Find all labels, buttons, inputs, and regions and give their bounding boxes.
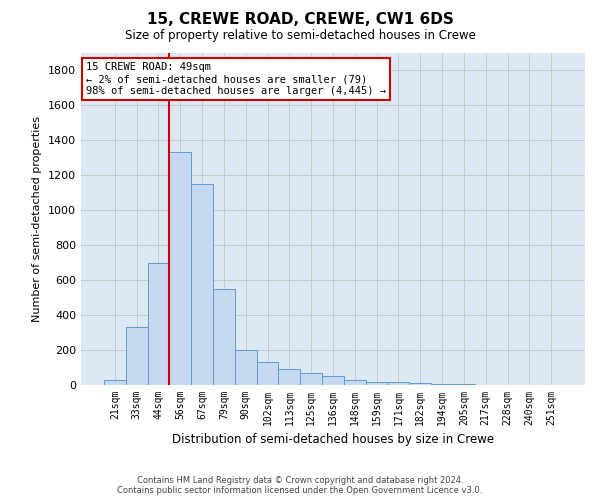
- Bar: [453, 384, 475, 385]
- Bar: [235, 350, 257, 385]
- Bar: [366, 382, 388, 385]
- Text: Size of property relative to semi-detached houses in Crewe: Size of property relative to semi-detach…: [125, 29, 475, 42]
- Bar: [104, 380, 126, 385]
- Bar: [213, 289, 235, 385]
- Text: 15 CREWE ROAD: 49sqm
← 2% of semi-detached houses are smaller (79)
98% of semi-d: 15 CREWE ROAD: 49sqm ← 2% of semi-detach…: [86, 62, 386, 96]
- Bar: [169, 152, 191, 385]
- Bar: [300, 373, 322, 385]
- Bar: [388, 382, 409, 385]
- Text: Contains HM Land Registry data © Crown copyright and database right 2024.
Contai: Contains HM Land Registry data © Crown c…: [118, 476, 482, 495]
- Bar: [148, 262, 169, 385]
- Bar: [126, 328, 148, 385]
- X-axis label: Distribution of semi-detached houses by size in Crewe: Distribution of semi-detached houses by …: [172, 434, 494, 446]
- Bar: [344, 380, 366, 385]
- Bar: [322, 376, 344, 385]
- Bar: [409, 383, 431, 385]
- Bar: [431, 384, 453, 385]
- Bar: [278, 369, 300, 385]
- Y-axis label: Number of semi-detached properties: Number of semi-detached properties: [32, 116, 43, 322]
- Bar: [191, 184, 213, 385]
- Text: 15, CREWE ROAD, CREWE, CW1 6DS: 15, CREWE ROAD, CREWE, CW1 6DS: [146, 12, 454, 26]
- Bar: [257, 362, 278, 385]
